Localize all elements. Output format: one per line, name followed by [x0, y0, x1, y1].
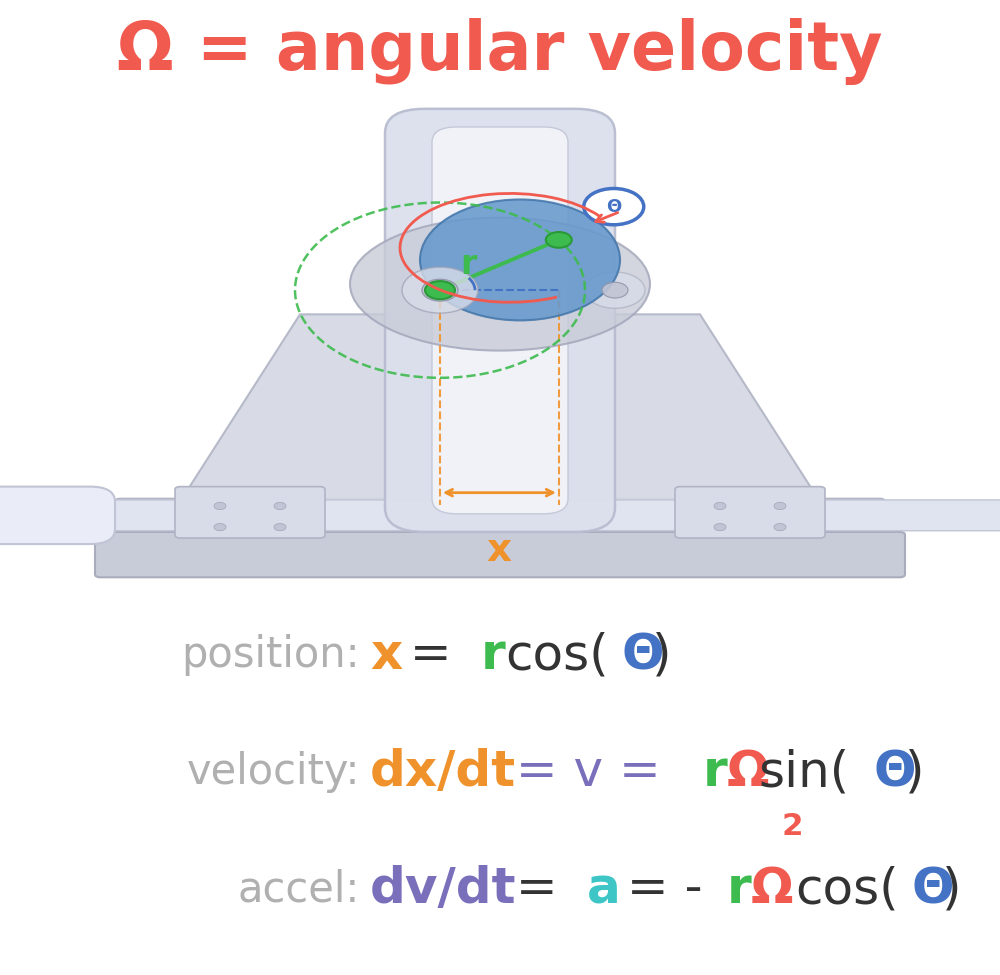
Text: accel:: accel: — [238, 868, 360, 911]
Text: =: = — [394, 631, 468, 680]
Text: 2: 2 — [782, 812, 804, 841]
Text: = v =: = v = — [500, 748, 677, 797]
Text: position:: position: — [181, 634, 360, 677]
Circle shape — [402, 267, 478, 313]
Text: Ω: Ω — [727, 748, 770, 797]
Circle shape — [774, 524, 786, 530]
Text: Θ: Θ — [874, 748, 916, 797]
Text: ): ) — [942, 865, 962, 914]
FancyBboxPatch shape — [675, 487, 825, 538]
Text: Θ: Θ — [606, 198, 621, 215]
Text: r: r — [727, 865, 752, 914]
Text: r: r — [481, 631, 506, 680]
Text: velocity:: velocity: — [186, 751, 360, 794]
Circle shape — [774, 502, 786, 510]
FancyBboxPatch shape — [0, 487, 115, 544]
Text: x: x — [487, 531, 512, 569]
Text: r: r — [460, 248, 477, 281]
Ellipse shape — [350, 217, 650, 351]
Circle shape — [422, 279, 458, 301]
Circle shape — [214, 502, 226, 510]
Text: ): ) — [652, 631, 672, 680]
Text: a: a — [587, 865, 621, 914]
FancyBboxPatch shape — [0, 500, 1000, 530]
Text: = -: = - — [611, 865, 703, 914]
Circle shape — [585, 272, 645, 308]
Text: cos(: cos( — [795, 865, 899, 914]
Text: dx/dt: dx/dt — [370, 748, 516, 797]
Text: ): ) — [905, 748, 924, 797]
Polygon shape — [180, 314, 820, 502]
FancyBboxPatch shape — [385, 109, 615, 532]
Circle shape — [546, 232, 572, 248]
FancyBboxPatch shape — [115, 498, 885, 547]
Text: dv/dt: dv/dt — [370, 865, 516, 914]
Circle shape — [602, 283, 628, 298]
Circle shape — [214, 524, 226, 530]
FancyBboxPatch shape — [175, 487, 325, 538]
Text: sin(: sin( — [758, 748, 849, 797]
Text: =: = — [500, 865, 574, 914]
FancyBboxPatch shape — [432, 127, 568, 514]
Circle shape — [584, 188, 644, 225]
Text: x: x — [370, 631, 402, 680]
Circle shape — [274, 524, 286, 530]
Text: Θ: Θ — [621, 631, 664, 680]
Circle shape — [420, 200, 620, 321]
Text: r: r — [703, 748, 728, 797]
Circle shape — [425, 281, 455, 299]
Text: cos(: cos( — [505, 631, 609, 680]
Text: Ω: Ω — [751, 865, 794, 914]
Circle shape — [714, 502, 726, 510]
FancyBboxPatch shape — [95, 532, 905, 577]
Text: Θ: Θ — [911, 865, 954, 914]
Circle shape — [274, 502, 286, 510]
Circle shape — [714, 524, 726, 530]
Text: Ω = angular velocity: Ω = angular velocity — [117, 19, 883, 85]
